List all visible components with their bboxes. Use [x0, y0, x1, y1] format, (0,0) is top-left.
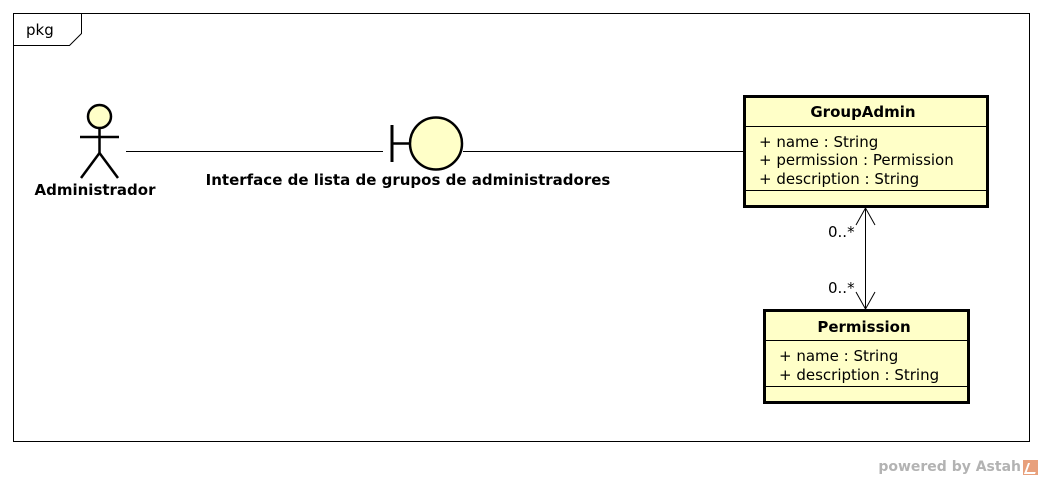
- class-groupadmin-attr: + permission : Permission: [759, 151, 954, 169]
- boundary-interface[interactable]: Interface de lista de grupos de administ…: [206, 116, 611, 190]
- class-groupadmin-attr: + name : String: [759, 133, 878, 151]
- actor-leg-right: [98, 152, 120, 179]
- footer-text: powered by Astah: [878, 459, 1021, 475]
- arrowhead-up: [855, 206, 876, 226]
- astah-logo-icon: [1023, 459, 1038, 475]
- package-frame-tab: [13, 13, 82, 46]
- boundary-circle: [408, 116, 464, 171]
- multiplicity-target: 0..*: [828, 279, 855, 297]
- class-permission-box: [763, 309, 970, 404]
- class-permission-name: Permission: [817, 318, 910, 336]
- class-permission-attr: + description : String: [779, 366, 939, 384]
- package-label: pkg: [26, 21, 54, 39]
- class-groupadmin-box: [743, 95, 989, 208]
- actor-head: [86, 103, 113, 130]
- multiplicity-source: 0..*: [828, 223, 855, 241]
- association-groupadmin-permission: 0..* 0..*: [828, 206, 876, 311]
- powered-by-footer: powered by Astah: [878, 459, 1038, 475]
- class-groupadmin[interactable]: GroupAdmin + name : String + permission …: [743, 95, 989, 208]
- boundary-name: Interface de lista de grupos de administ…: [206, 171, 611, 189]
- actor-leg-left: [79, 152, 101, 179]
- class-permission[interactable]: Permission + name : String + description…: [763, 309, 970, 404]
- class-groupadmin-attr: + description : String: [759, 170, 919, 188]
- actor-administrador[interactable]: Administrador: [35, 103, 157, 199]
- class-groupadmin-name: GroupAdmin: [810, 103, 915, 121]
- actor-name: Administrador: [35, 181, 157, 199]
- package-frame: [13, 13, 1030, 442]
- class-permission-attr: + name : String: [779, 347, 898, 365]
